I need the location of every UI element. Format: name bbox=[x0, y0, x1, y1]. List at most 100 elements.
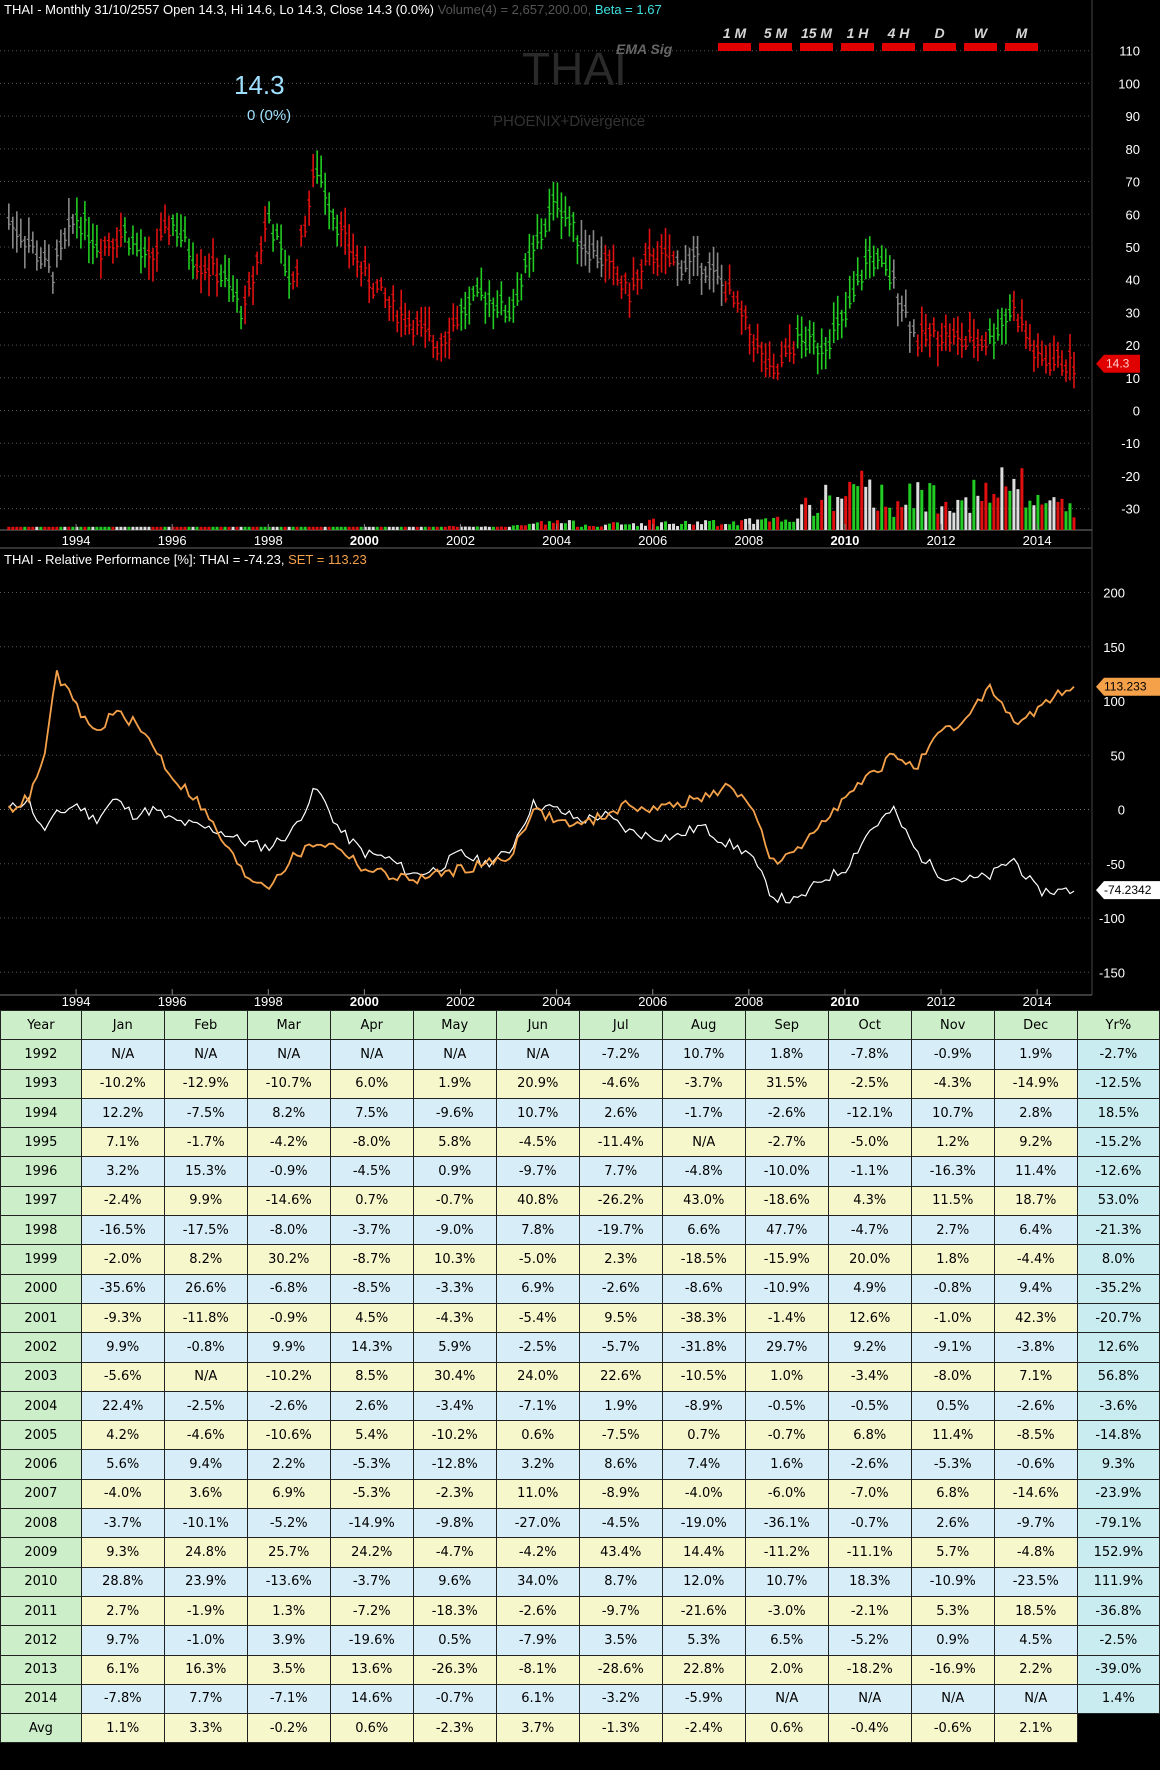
price-y-axis: -30 -20 -10 0 10 20 30 40 50 60 70 80 90 100 110 bbox=[1118, 44, 1140, 517]
price-bar bbox=[1007, 294, 1012, 322]
price-bar bbox=[146, 236, 151, 280]
month-return-cell: -5.3% bbox=[910, 1449, 995, 1480]
price-bar bbox=[315, 150, 320, 184]
volume-bar bbox=[127, 526, 131, 530]
price-bar bbox=[779, 341, 784, 368]
volume-bar bbox=[179, 526, 183, 530]
month-return-cell: -9.1% bbox=[910, 1332, 995, 1363]
year-cell: 1993 bbox=[0, 1068, 82, 1099]
price-bar bbox=[675, 250, 680, 287]
month-return-cell: 22.8% bbox=[661, 1654, 746, 1685]
month-return-cell: -5.2% bbox=[827, 1625, 912, 1656]
volume-bar bbox=[119, 526, 123, 530]
volume-bar bbox=[736, 525, 740, 530]
avg-value-cell: 1.1% bbox=[80, 1713, 165, 1744]
price-bar bbox=[411, 320, 416, 346]
timeframe-button[interactable]: 1 M bbox=[718, 26, 751, 51]
timeframe-button[interactable]: D bbox=[923, 26, 956, 51]
month-return-cell: 9.2% bbox=[993, 1127, 1078, 1158]
timeframe-button[interactable]: M bbox=[1005, 26, 1038, 51]
volume-bar bbox=[704, 520, 708, 530]
volume-bar bbox=[924, 511, 928, 530]
volume-bar bbox=[644, 525, 648, 530]
timeframe-button[interactable]: 1 H bbox=[841, 26, 874, 51]
price-bar bbox=[515, 272, 520, 306]
volume-bar bbox=[684, 520, 688, 530]
price-bar bbox=[639, 259, 644, 290]
volume-bar bbox=[415, 526, 419, 530]
price-bar bbox=[535, 214, 540, 250]
month-return-cell: -2.6% bbox=[246, 1390, 331, 1422]
price-bar bbox=[291, 271, 296, 290]
volume-bar bbox=[1072, 517, 1076, 530]
volume-bar bbox=[1056, 501, 1060, 530]
month-return-cell: -8.9% bbox=[661, 1390, 746, 1422]
volume-bar bbox=[343, 526, 347, 530]
table-row: 2000 -35.6% 26.6% -6.8% -8.5% -3.3% 6.9% -2.6% -… bbox=[0, 1273, 1160, 1304]
price-bar bbox=[471, 285, 476, 301]
month-return-cell: -11.2% bbox=[744, 1537, 829, 1568]
month-return-cell: -6.0% bbox=[744, 1478, 829, 1510]
price-bar bbox=[367, 263, 372, 304]
table-row: 2002 9.9% -0.8% 9.9% 14.3% 5.9% -2.5% -5.7% -31.… bbox=[0, 1332, 1160, 1363]
timeframe-button[interactable]: 5 M bbox=[759, 26, 792, 51]
volume-label: Volume(4) = 2,657,200.00, bbox=[438, 2, 592, 17]
price-bar bbox=[30, 231, 35, 254]
price-y-tick: -20 bbox=[1121, 469, 1140, 484]
volume-bar bbox=[607, 523, 611, 530]
volume-bar bbox=[103, 526, 107, 530]
timeframe-button[interactable]: 4 H bbox=[882, 26, 915, 51]
month-return-cell: 12.6% bbox=[827, 1302, 912, 1334]
relperf-y-tick: -100 bbox=[1099, 911, 1125, 926]
volume-bar bbox=[808, 504, 812, 530]
year-return-cell: -15.2% bbox=[1076, 1127, 1160, 1158]
month-return-cell: -0.5% bbox=[744, 1390, 829, 1422]
month-return-cell: 10.7% bbox=[495, 1097, 580, 1129]
price-bar bbox=[1063, 359, 1068, 382]
volume-bar bbox=[47, 526, 51, 530]
volume-bar bbox=[627, 524, 631, 530]
month-return-cell: -18.2% bbox=[827, 1654, 912, 1685]
month-return-cell: 6.8% bbox=[827, 1420, 912, 1451]
month-return-cell: N/A bbox=[661, 1127, 746, 1158]
volume-bar bbox=[980, 501, 984, 530]
volume-bar bbox=[764, 518, 768, 530]
month-return-cell: N/A bbox=[329, 1039, 414, 1070]
price-bar bbox=[42, 240, 47, 267]
price-bar bbox=[667, 234, 672, 268]
price-bar bbox=[1067, 334, 1072, 381]
price-bar bbox=[158, 212, 163, 241]
volume-bar bbox=[700, 524, 704, 530]
price-bar bbox=[755, 323, 760, 354]
volume-bar bbox=[255, 526, 259, 530]
month-return-cell: 7.8% bbox=[495, 1215, 580, 1246]
avg-value-cell: -2.4% bbox=[661, 1713, 746, 1744]
volume-bar bbox=[752, 523, 756, 530]
volume-bar bbox=[419, 526, 423, 530]
price-bar bbox=[943, 314, 948, 351]
volume-bar bbox=[187, 526, 191, 530]
timeframe-button[interactable]: 15 M bbox=[800, 26, 833, 51]
table-header-cell: Aug bbox=[661, 1009, 746, 1041]
price-bar bbox=[507, 296, 512, 322]
price-bar bbox=[903, 289, 908, 318]
volume-bar bbox=[832, 510, 836, 530]
month-return-cell: -17.5% bbox=[163, 1215, 248, 1246]
month-return-cell: -28.6% bbox=[578, 1654, 663, 1685]
month-return-cell: -9.7% bbox=[495, 1156, 580, 1187]
price-bar bbox=[815, 342, 820, 375]
price-bar bbox=[26, 217, 31, 253]
month-return-cell: -4.3% bbox=[412, 1302, 497, 1334]
volume-bar bbox=[1036, 494, 1040, 530]
month-return-cell: 10.7% bbox=[910, 1097, 995, 1129]
month-return-cell: 10.3% bbox=[412, 1244, 497, 1275]
month-return-cell: -7.8% bbox=[80, 1683, 165, 1715]
month-return-cell: -31.8% bbox=[661, 1332, 746, 1363]
x-tick-label: 1996 bbox=[158, 994, 187, 1009]
volume-bar bbox=[1004, 486, 1008, 530]
volume-bar bbox=[968, 512, 972, 530]
month-return-cell: -12.1% bbox=[827, 1097, 912, 1129]
month-return-cell: -12.9% bbox=[163, 1068, 248, 1099]
timeframe-button[interactable]: W bbox=[964, 26, 997, 51]
volume-bar bbox=[315, 526, 319, 530]
